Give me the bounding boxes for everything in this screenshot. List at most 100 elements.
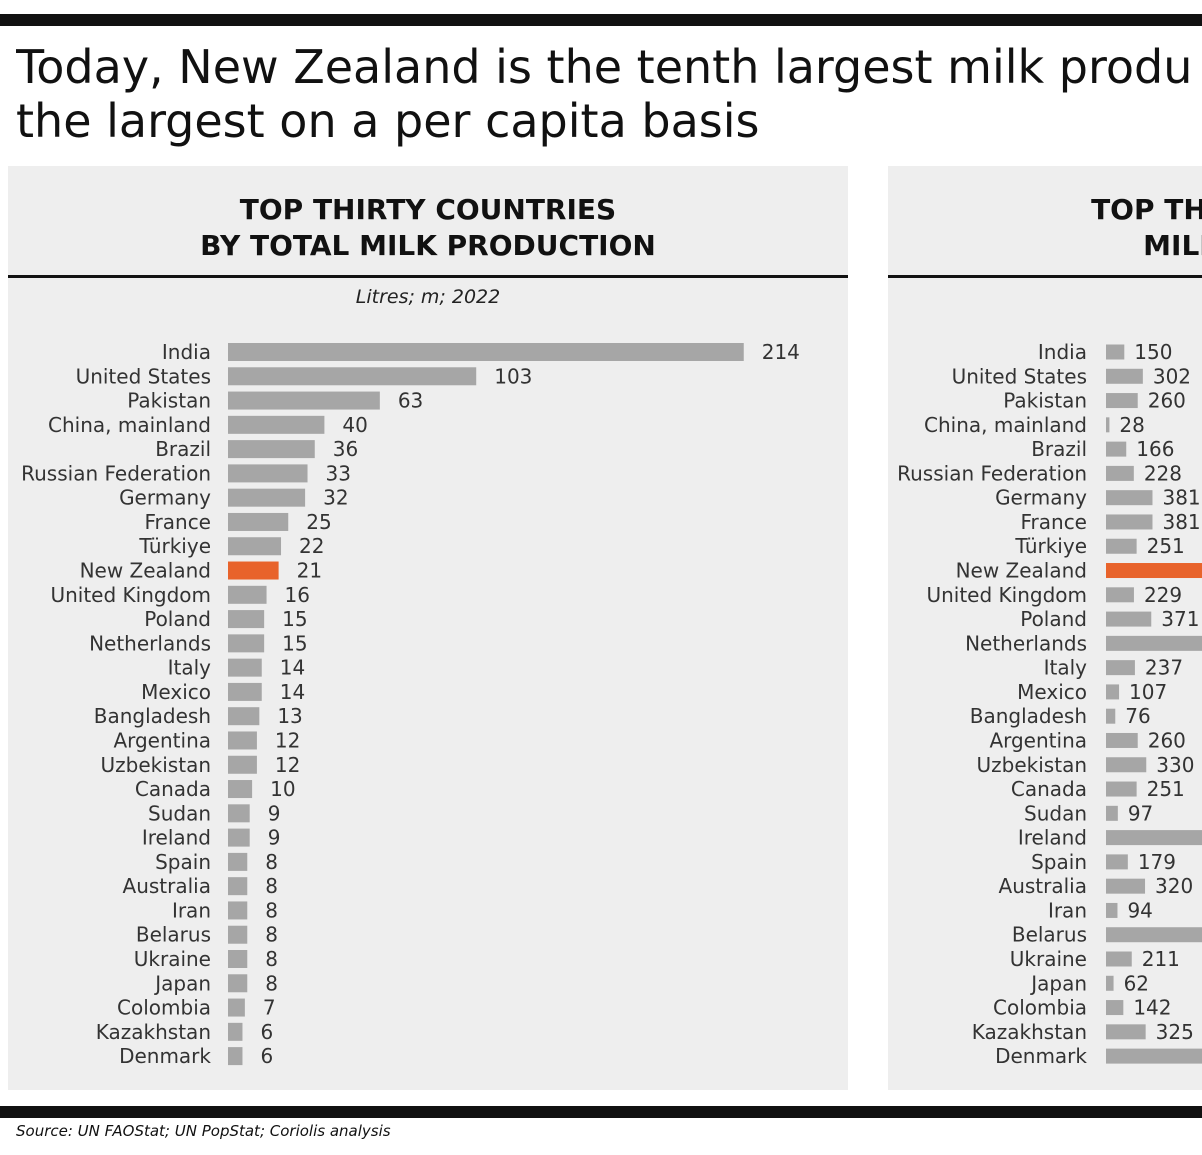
bar-uzbekistan (1106, 757, 1147, 773)
total-title-line-1: TOP THIRTY COUNTRIES (239, 193, 617, 226)
category-label-netherlands: Netherlands (965, 631, 1087, 655)
category-label-china-mainland: China, mainland (48, 413, 211, 437)
category-label-australia: Australia (999, 874, 1087, 898)
category-label-belarus: Belarus (136, 923, 211, 947)
category-label-colombia: Colombia (993, 996, 1087, 1020)
value-label-russian-federation: 33 (326, 461, 351, 485)
top-rule (0, 14, 1202, 26)
bar-japan (228, 974, 248, 993)
bar-kazakhstan (1106, 1024, 1146, 1040)
bar-colombia (1106, 1000, 1124, 1016)
category-label-denmark: Denmark (119, 1044, 211, 1068)
value-label-pakistan: 260 (1148, 389, 1186, 413)
per-capita-title-line-1: TOP THIRTY MI (1091, 193, 1202, 226)
bar-poland (228, 610, 265, 629)
value-label-france: 25 (306, 510, 331, 534)
bar-canada (1106, 781, 1137, 797)
category-label-iran: Iran (172, 898, 211, 922)
bar-pakistan (228, 391, 380, 410)
category-label-canada: Canada (1011, 777, 1087, 801)
category-label-iran: Iran (1048, 898, 1087, 922)
value-label-sudan: 97 (1128, 801, 1153, 825)
units-label: Litres; m; 2022 (355, 286, 501, 308)
category-label-bangladesh: Bangladesh (94, 704, 211, 728)
bar-ireland (228, 828, 250, 847)
bar-australia (228, 877, 248, 896)
category-label-united-kingdom: United Kingdom (50, 583, 211, 607)
value-label-turkiye: 251 (1147, 534, 1185, 558)
category-label-spain: Spain (155, 850, 211, 874)
category-label-russian-federation: Russian Federation (21, 461, 211, 485)
bar-united-kingdom (228, 585, 267, 604)
bar-russian-federation (1106, 465, 1134, 481)
bar-turkiye (228, 537, 282, 556)
category-label-france: France (144, 510, 211, 534)
bar-india (1106, 344, 1125, 360)
bar-china-mainland (228, 415, 325, 434)
total-title-line-2: BY TOTAL MILK PRODUCTION (200, 229, 656, 262)
category-label-spain: Spain (1031, 850, 1087, 874)
category-label-canada: Canada (135, 777, 211, 801)
value-label-new-zealand: 21 (297, 559, 322, 583)
per-capita-title-line-2: MILK PR (1143, 229, 1202, 262)
bar-spain (228, 852, 248, 871)
category-label-sudan: Sudan (148, 801, 211, 825)
value-label-iran: 94 (1127, 898, 1152, 922)
category-label-sudan: Sudan (1024, 801, 1087, 825)
value-label-spain: 179 (1138, 850, 1176, 874)
value-label-kazakhstan: 6 (260, 1020, 273, 1044)
value-label-united-kingdom: 16 (285, 583, 310, 607)
category-label-turkiye: Türkiye (138, 534, 211, 558)
bar-netherlands (228, 634, 265, 653)
value-label-italy: 14 (280, 656, 305, 680)
bar-ukraine (1106, 951, 1132, 967)
bar-australia (1106, 878, 1146, 894)
category-label-poland: Poland (144, 607, 211, 631)
bar-russian-federation (228, 464, 308, 483)
bar-brazil (228, 440, 315, 459)
category-label-uzbekistan: Uzbekistan (101, 753, 211, 777)
value-label-argentina: 12 (275, 728, 300, 752)
total-production-title: TOP THIRTY COUNTRIES BY TOTAL MILK PRODU… (8, 192, 848, 264)
value-label-australia: 8 (265, 874, 278, 898)
value-label-brazil: 166 (1136, 437, 1174, 461)
bar-turkiye (1106, 538, 1137, 554)
value-label-france: 381 (1162, 510, 1200, 534)
category-label-ireland: Ireland (142, 826, 211, 850)
category-label-united-states: United States (952, 364, 1087, 388)
value-label-kazakhstan: 325 (1156, 1020, 1194, 1044)
per-capita-chart: India 150 United States 302 Pakistan 260 China… (897, 340, 1202, 1068)
bar-ukraine (228, 950, 248, 968)
bar-japan (1106, 975, 1114, 991)
category-label-turkiye: Türkiye (1014, 534, 1087, 558)
category-label-new-zealand: New Zealand (956, 559, 1087, 583)
bar-germany (1106, 490, 1153, 506)
value-label-china-mainland: 28 (1119, 413, 1144, 437)
value-label-colombia: 7 (263, 996, 276, 1020)
bar-india (228, 343, 744, 361)
category-label-pakistan: Pakistan (127, 389, 211, 413)
bar-canada (228, 780, 253, 799)
bar-italy (1106, 660, 1135, 676)
value-label-poland: 371 (1161, 607, 1199, 631)
category-label-australia: Australia (123, 874, 211, 898)
category-label-mexico: Mexico (141, 680, 211, 704)
category-label-new-zealand: New Zealand (80, 559, 211, 583)
category-label-italy: Italy (1044, 656, 1088, 680)
category-label-ukraine: Ukraine (134, 947, 211, 971)
bar-argentina (228, 731, 257, 750)
value-label-germany: 381 (1162, 486, 1200, 510)
category-label-india: India (162, 340, 211, 364)
category-label-china-mainland: China, mainland (924, 413, 1087, 437)
category-label-france: France (1020, 510, 1087, 534)
category-label-russian-federation: Russian Federation (897, 461, 1087, 485)
bottom-rule (0, 1106, 1202, 1118)
value-label-ireland: 9 (268, 826, 281, 850)
bar-united-states (228, 367, 477, 386)
category-label-brazil: Brazil (155, 437, 211, 461)
category-label-colombia: Colombia (117, 996, 211, 1020)
category-label-united-states: United States (76, 364, 211, 388)
title-divider (888, 275, 1202, 278)
bar-mexico (1106, 684, 1120, 700)
bar-france (1106, 514, 1153, 530)
